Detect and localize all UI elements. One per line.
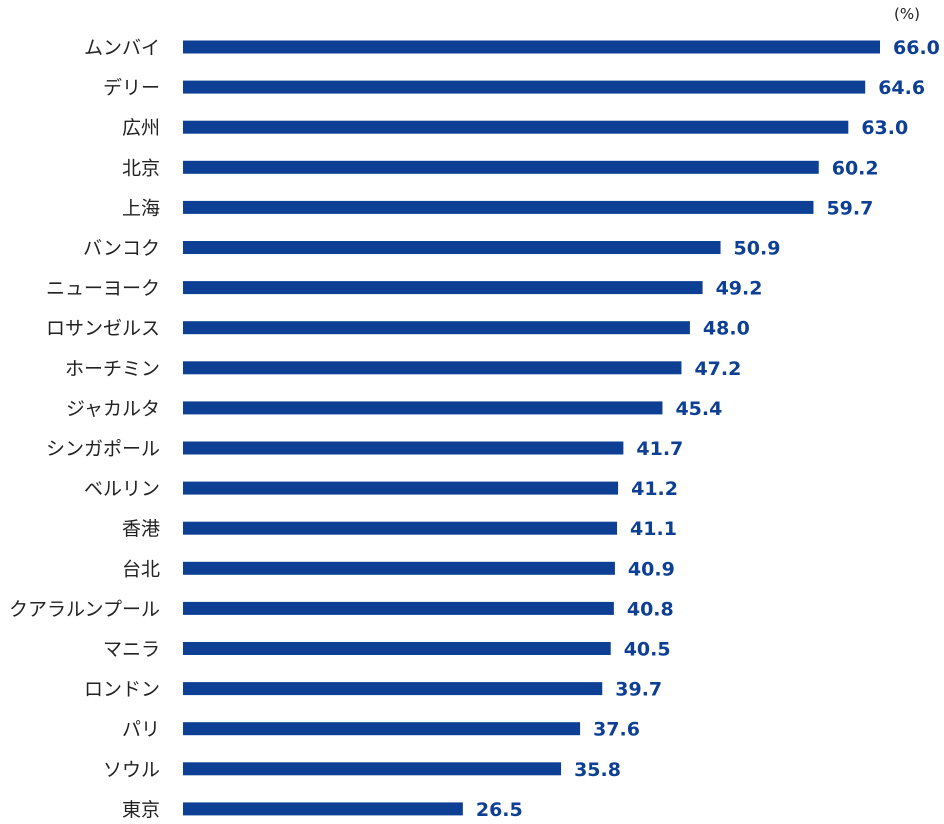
category-label: マニラ [103,639,160,661]
category-label: シンガポール [46,438,160,460]
category-label: ロンドン [84,679,160,701]
value-label: 64.6 [878,77,925,99]
category-label: ベルリン [84,478,160,500]
value-label: 50.9 [734,238,781,260]
bar [183,722,581,736]
bar [183,40,880,54]
category-label: ソウル [103,759,160,781]
bar [183,120,849,134]
bar [183,200,814,214]
value-label: 66.0 [893,37,940,59]
category-label: 東京 [122,799,160,821]
category-label: 広州 [122,117,160,139]
value-label: 41.7 [636,438,683,460]
value-label: 40.5 [624,639,671,661]
bar [183,80,866,94]
value-label: 59.7 [826,197,873,219]
value-label: 40.9 [628,558,675,580]
bar [183,281,703,295]
category-label: 上海 [122,197,160,219]
bar [183,481,619,495]
value-label: 60.2 [832,157,879,179]
value-label: 45.4 [675,398,722,420]
bar [183,682,603,696]
category-label: ロサンゼルス [46,318,160,340]
unit-label: (%) [894,5,920,23]
bar [183,642,611,655]
value-label: 40.8 [627,598,674,620]
value-label: 49.2 [716,278,763,300]
value-label: 47.2 [694,358,741,380]
value-label: 39.7 [615,679,662,701]
bar [183,321,690,335]
bar [183,521,618,535]
bar [183,601,614,615]
category-label: 台北 [122,558,160,580]
bar [183,802,463,816]
value-label: 35.8 [574,759,621,781]
value-label: 41.1 [630,518,677,540]
bar [183,441,624,455]
bar [183,160,819,174]
value-label: 41.2 [631,478,678,500]
bar [183,762,562,776]
category-label: デリー [103,77,160,99]
value-label: 63.0 [861,117,908,139]
category-label: ホーチミン [65,358,160,380]
bar [183,241,721,254]
category-label: 香港 [122,518,160,540]
category-label: パリ [122,719,160,741]
value-label: 26.5 [476,799,523,821]
value-label: 37.6 [593,719,640,741]
category-label: 北京 [122,157,160,179]
category-label: ジャカルタ [66,398,160,420]
category-label: クアラルンプール [9,598,160,620]
bar [183,361,682,375]
value-label: 48.0 [703,318,750,340]
category-label: ニューヨーク [46,278,160,300]
category-label: ムンバイ [84,37,160,59]
bar [183,401,663,415]
bar [183,561,615,575]
category-label: バンコク [83,238,160,260]
